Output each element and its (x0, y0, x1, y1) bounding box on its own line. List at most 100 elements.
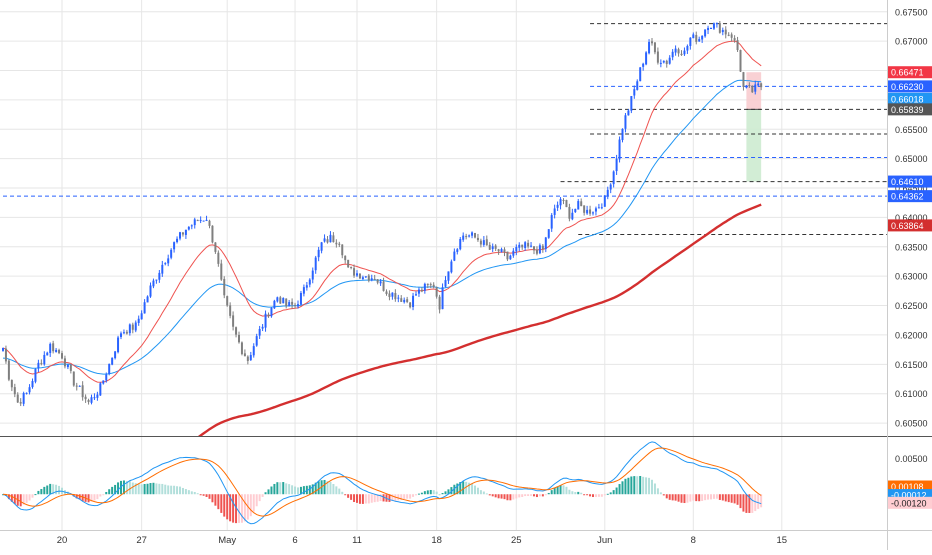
candle-body (692, 34, 695, 39)
macd-histogram-bar (565, 486, 568, 495)
macd-histogram-bar (453, 484, 456, 495)
macd-histogram-bar (509, 494, 512, 501)
candle-body (34, 369, 37, 382)
candle-body (187, 227, 190, 230)
macd-histogram-bar (485, 493, 488, 495)
grid-layer (0, 0, 887, 530)
candle-body (128, 324, 131, 334)
candle-body (240, 342, 243, 355)
take-profit-zone (746, 109, 762, 182)
macd-histogram-bar (264, 492, 267, 495)
macd-histogram-bar (403, 494, 406, 500)
price-label-box (888, 190, 932, 203)
macd-histogram-bar (730, 494, 733, 503)
macd-histogram-bar (677, 494, 680, 502)
candle-body (193, 219, 196, 226)
macd-histogram-bar (636, 476, 639, 495)
macd-histogram-bar (530, 494, 533, 496)
candle-body (497, 249, 500, 252)
macd-histogram-bar (120, 480, 122, 495)
candle-body (364, 276, 367, 278)
macd-histogram-bar (382, 494, 385, 502)
candle-body (491, 246, 494, 250)
time-tick-label: Jun (597, 535, 612, 546)
candle-body (651, 41, 653, 44)
candle-body (656, 51, 659, 63)
candle-body (701, 35, 704, 40)
candle-body (258, 329, 261, 336)
candle-body (592, 212, 594, 214)
candle-body (465, 236, 468, 238)
macd-histogram-bar (332, 483, 335, 495)
macd-histogram-bar (456, 483, 459, 495)
candle-body (453, 251, 456, 261)
macd-histogram-bar (49, 483, 52, 495)
candle-body (37, 362, 40, 369)
candle-body (28, 387, 31, 393)
macd-histogram-bar (624, 478, 627, 495)
candle-body (704, 29, 707, 37)
price-label-box (888, 66, 932, 79)
macd-histogram-bar (58, 485, 61, 495)
macd-histogram-bar (276, 482, 279, 495)
position-tool[interactable] (746, 72, 762, 182)
candle-body (645, 52, 648, 65)
price-label-box (888, 496, 932, 509)
candle-body (671, 51, 674, 58)
macd-histogram-bar (226, 494, 229, 520)
candle-body (391, 292, 394, 297)
candle-body (500, 249, 503, 252)
macd-histogram-bar (176, 486, 179, 495)
candle-body (326, 239, 329, 243)
horizontal-lines-layer[interactable] (3, 23, 887, 235)
macd-histogram-bar (583, 494, 586, 496)
macd-histogram-bar (43, 486, 46, 495)
macd-histogram-bar (364, 494, 367, 504)
macd-histogram-bar (190, 491, 193, 495)
candle-body (72, 371, 75, 386)
macd-histogram-bar (131, 482, 134, 495)
candle-body (78, 385, 81, 387)
candle-body (131, 324, 134, 330)
macd-histogram-bar (724, 494, 727, 502)
macd-histogram-bar (356, 494, 358, 503)
candle-body (75, 385, 78, 387)
macd-histogram-bar (255, 494, 258, 507)
candle-body (533, 246, 535, 251)
macd-histogram-bar (173, 485, 176, 495)
time-tick-label: 8 (691, 535, 696, 546)
candle-body (264, 313, 267, 328)
candle-body (81, 385, 84, 398)
macd-histogram-bar (317, 481, 320, 495)
time-tick-label: 15 (777, 535, 788, 546)
candle-body (739, 49, 742, 72)
macd-histogram-bar (249, 494, 252, 517)
candle-body (665, 60, 668, 65)
macd-histogram-bar (462, 481, 465, 495)
macd-histogram-bar (609, 492, 612, 495)
macd-histogram-bar (353, 494, 356, 503)
macd-tick-label: 0.00500 (895, 454, 928, 464)
candle-body (518, 244, 521, 248)
candle-body (600, 207, 603, 209)
macd-histogram-bar (7, 494, 10, 500)
candle-body (341, 244, 344, 256)
macd-histogram-bar (294, 486, 297, 495)
macd-histogram-bar (308, 485, 311, 495)
candle-body (344, 255, 347, 261)
candle-body (294, 304, 297, 306)
candle-body (718, 23, 721, 33)
candle-body (102, 380, 105, 384)
candle-body (291, 301, 294, 305)
candle-body (577, 201, 580, 210)
macd-histogram-bar (323, 479, 326, 495)
candle-body (471, 232, 474, 236)
macd-histogram-bar (111, 486, 114, 495)
macd-histogram-bar (370, 494, 373, 503)
candle-body (524, 242, 527, 248)
macd-histogram-bar (482, 491, 485, 495)
time-tick-label: 18 (431, 535, 442, 546)
